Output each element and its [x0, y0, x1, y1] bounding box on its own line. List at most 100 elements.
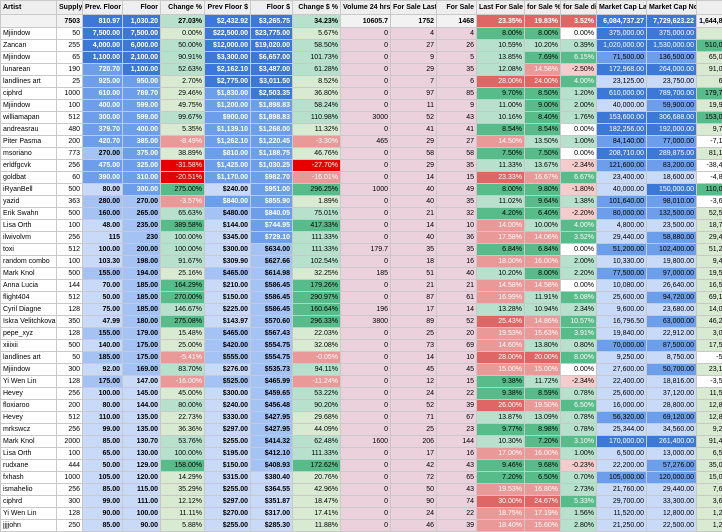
cell-diff[interactable]: 12,800.00 — [697, 400, 722, 412]
cell-prev-floor[interactable]: 720.70 — [83, 64, 123, 76]
column-header-supply[interactable]: Supply — [57, 1, 83, 15]
cell-last-for-sale-pct[interactable]: 23.33% — [477, 172, 525, 184]
cell-last-for-sale-pct[interactable]: 17.58% — [477, 232, 525, 244]
cell-for-sale-last[interactable]: 58 — [391, 148, 437, 160]
cell-for-sale-pct[interactable]: 24.00% — [525, 76, 561, 88]
cell-artist[interactable]: erldfgcvk — [1, 160, 57, 172]
cell-diff[interactable]: 35,076.00 — [697, 460, 722, 472]
cell-volume-24h[interactable]: 0 — [341, 100, 391, 112]
cell-floor[interactable]: 185.00 — [123, 280, 161, 292]
cell-market-cap-now[interactable]: 23,750.00 — [647, 76, 697, 88]
cell-artist[interactable]: Mark Knol — [1, 436, 57, 448]
cell-last-for-sale-pct[interactable]: 26.00% — [477, 400, 525, 412]
cell-artist[interactable]: pepe_xyz — [1, 328, 57, 340]
cell-change-usd-pct[interactable]: 111.33% — [293, 232, 341, 244]
cell-floor[interactable]: 179.00 — [123, 328, 161, 340]
cell-diff[interactable]: 46,203.50 — [697, 316, 722, 328]
cell-prev-floor-usd[interactable]: $255.00 — [205, 520, 251, 532]
cell-change-pct[interactable]: 49.75% — [161, 100, 205, 112]
cell-prev-floor[interactable]: 160.00 — [83, 208, 123, 220]
cell-for-sale[interactable]: 52 — [437, 316, 477, 328]
cell-diff[interactable]: -4,800.00 — [697, 172, 722, 184]
cell-for-sale-diff[interactable]: 3.52% — [561, 15, 597, 28]
cell-for-sale[interactable]: 10 — [437, 220, 477, 232]
cell-last-for-sale-pct[interactable]: 4.20% — [477, 208, 525, 220]
cell-market-cap-now[interactable]: 13,000.00 — [647, 448, 697, 460]
cell-supply[interactable]: 500 — [57, 340, 83, 352]
cell-change-pct[interactable]: 5.88% — [161, 520, 205, 532]
cell-market-cap-last[interactable]: 40,000.00 — [597, 184, 647, 196]
cell-market-cap-last[interactable]: 80,000.00 — [597, 208, 647, 220]
cell-prev-floor[interactable]: 810.97 — [83, 15, 123, 28]
cell-for-sale-pct[interactable]: 17.19% — [525, 508, 561, 520]
cell-floor-usd[interactable]: $412.10 — [251, 448, 293, 460]
cell-change-pct[interactable]: 25.00% — [161, 340, 205, 352]
cell-last-for-sale-pct[interactable]: 23.35% — [477, 15, 525, 28]
cell-change-usd-pct[interactable]: 296.33% — [293, 316, 341, 328]
cell-volume-24h[interactable]: 0 — [341, 52, 391, 64]
cell-prev-floor-usd[interactable]: $225.00 — [205, 304, 251, 316]
cell-floor-usd[interactable]: $627.66 — [251, 256, 293, 268]
cell-prev-floor[interactable]: 110.00 — [83, 412, 123, 424]
cell-for-sale[interactable]: 20 — [437, 328, 477, 340]
cell-for-sale-diff[interactable]: 1.56% — [561, 508, 597, 520]
cell-for-sale[interactable]: 15 — [437, 172, 477, 184]
cell-floor-usd[interactable]: $427.95 — [251, 424, 293, 436]
cell-prev-floor[interactable]: 85.00 — [83, 436, 123, 448]
cell-market-cap-now[interactable]: 97,000.00 — [647, 268, 697, 280]
cell-for-sale[interactable]: 65 — [437, 472, 477, 484]
cell-artist[interactable]: Yi Wen Lin — [1, 376, 57, 388]
cell-prev-floor-usd[interactable]: $2,775.00 — [205, 76, 251, 88]
cell-for-sale-diff[interactable]: 0.00% — [561, 364, 597, 376]
cell-market-cap-last[interactable]: 172,968.00 — [597, 64, 647, 76]
cell-for-sale-pct[interactable]: 20.00% — [525, 352, 561, 364]
cell-for-sale-pct[interactable]: 6.84% — [525, 244, 561, 256]
cell-for-sale-last[interactable]: 12 — [391, 376, 437, 388]
cell-supply[interactable]: 512 — [57, 112, 83, 124]
cell-for-sale-last[interactable]: 45 — [391, 364, 437, 376]
cell-for-sale-pct[interactable]: 8.00% — [525, 268, 561, 280]
cell-for-sale-diff[interactable]: 1.00% — [561, 448, 597, 460]
cell-last-for-sale-pct[interactable]: 10.16% — [477, 112, 525, 124]
cell-volume-24h[interactable]: 0 — [341, 472, 391, 484]
cell-floor-usd[interactable]: $19,020.00 — [251, 40, 293, 52]
cell-for-sale[interactable]: 49 — [437, 184, 477, 196]
cell-for-sale-pct[interactable]: 14.58% — [525, 280, 561, 292]
cell-supply[interactable]: 500 — [57, 268, 83, 280]
cell-prev-floor[interactable]: 140.00 — [83, 340, 123, 352]
cell-market-cap-last[interactable]: 25,344.00 — [597, 424, 647, 436]
cell-supply[interactable]: 512 — [57, 292, 83, 304]
cell-for-sale-pct[interactable]: 11.91% — [525, 292, 561, 304]
cell-last-for-sale-pct[interactable]: 14.00% — [477, 220, 525, 232]
cell-prev-floor-usd[interactable]: $1,200.00 — [205, 100, 251, 112]
cell-floor[interactable]: 144.00 — [123, 400, 161, 412]
cell-for-sale-last[interactable]: 89 — [391, 316, 437, 328]
cell-for-sale-last[interactable]: 18 — [391, 256, 437, 268]
cell-floor[interactable]: 950.00 — [123, 76, 161, 88]
cell-for-sale-pct[interactable]: 19.50% — [525, 400, 561, 412]
cell-floor-usd[interactable]: $982.70 — [251, 172, 293, 184]
cell-diff[interactable]: 11,520.00 — [697, 388, 722, 400]
cell-volume-24h[interactable]: 185 — [341, 268, 391, 280]
cell-market-cap-last[interactable]: 16,000.00 — [597, 400, 647, 412]
cell-for-sale-diff[interactable]: 2.34% — [561, 304, 597, 316]
cell-prev-floor[interactable]: 420.70 — [83, 136, 123, 148]
cell-floor[interactable]: 1,100.00 — [123, 64, 161, 76]
cell-prev-floor[interactable]: 155.00 — [83, 268, 123, 280]
cell-market-cap-last[interactable]: 6,084,737.27 — [597, 15, 647, 28]
cell-market-cap-last[interactable]: 6,500.00 — [597, 448, 647, 460]
cell-change-pct[interactable]: 275.00% — [161, 184, 205, 196]
cell-prev-floor-usd[interactable]: $1,425.00 — [205, 160, 251, 172]
cell-volume-24h[interactable]: 0 — [341, 124, 391, 136]
cell-for-sale-diff[interactable]: 0.00% — [561, 124, 597, 136]
cell-last-for-sale-pct[interactable]: 18.00% — [477, 256, 525, 268]
cell-for-sale-pct[interactable]: 6.50% — [525, 472, 561, 484]
cell-diff[interactable]: -38,400.00 — [697, 160, 722, 172]
cell-market-cap-now[interactable]: 7,729,623.22 — [647, 15, 697, 28]
cell-diff[interactable]: 3,072.00 — [697, 328, 722, 340]
cell-for-sale-last[interactable]: 27 — [391, 40, 437, 52]
cell-prev-floor-usd[interactable]: $255.00 — [205, 436, 251, 448]
cell-floor[interactable]: 130.70 — [123, 436, 161, 448]
cell-market-cap-last[interactable]: 1,020,000.00 — [597, 40, 647, 52]
cell-market-cap-now[interactable]: 22,912.00 — [647, 328, 697, 340]
